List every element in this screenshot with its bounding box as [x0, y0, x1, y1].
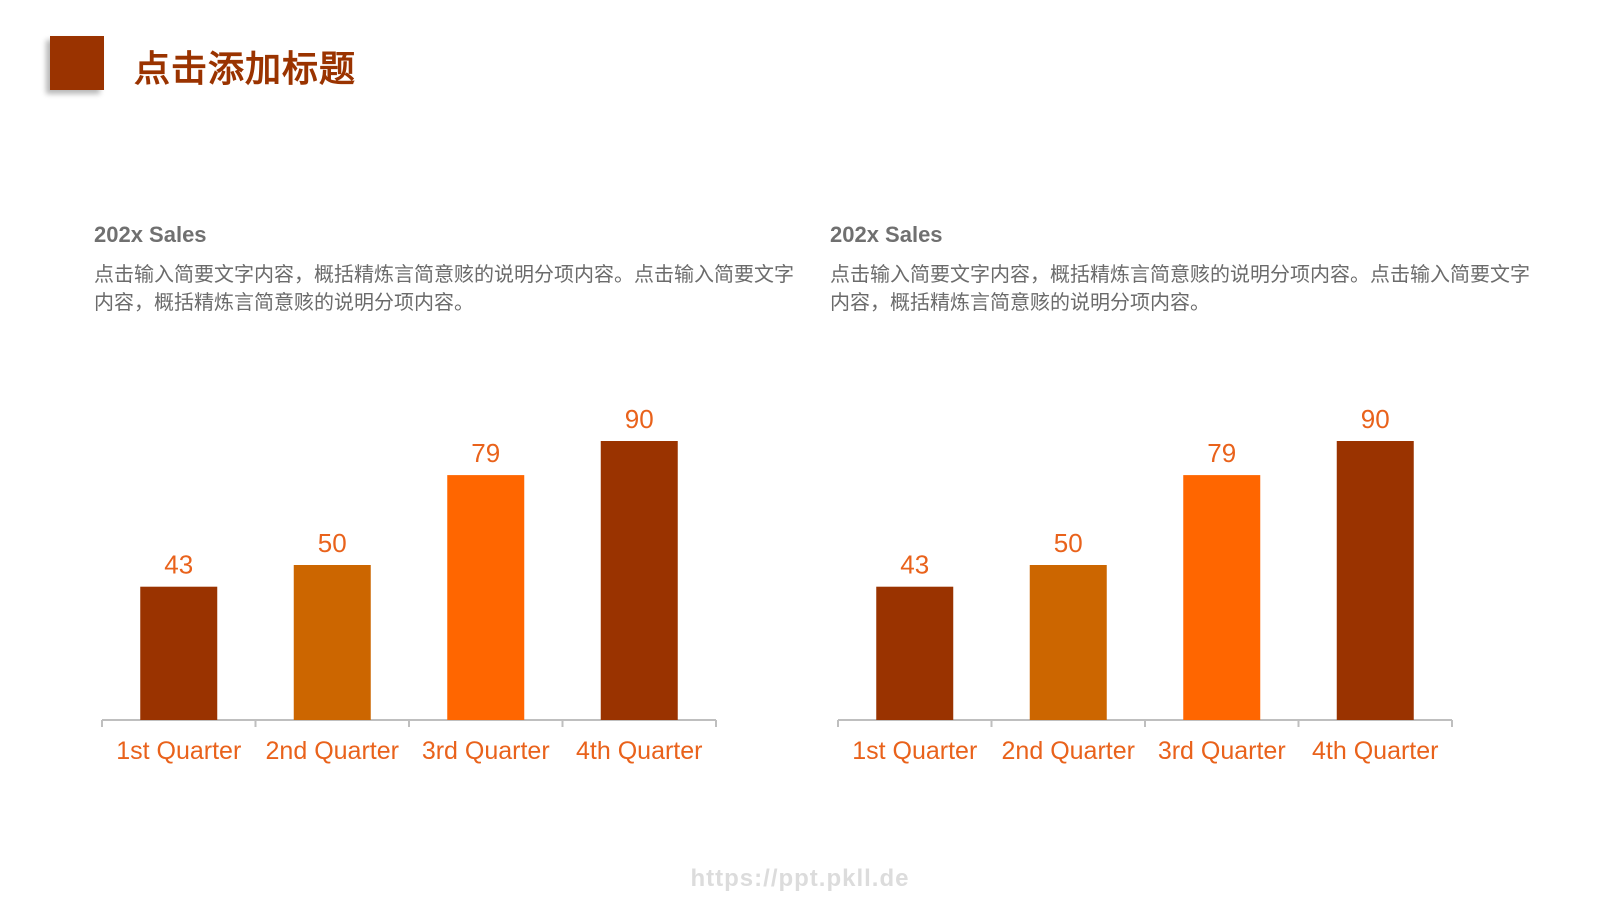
bar-chart: 43 1st Quarter 50 2nd Quarter 79 3rd Quarter 9…	[837, 404, 1453, 765]
x-tick-label: 4th Quarter	[1312, 737, 1438, 765]
data-label: 79	[471, 438, 500, 468]
watermark: https://ppt.pkll.de	[690, 865, 910, 892]
chart-heading[interactable]: 202x Sales	[94, 222, 207, 247]
chart-heading[interactable]: 202x Sales	[830, 222, 943, 247]
data-label: 90	[625, 404, 654, 434]
x-tick-label: 3rd Quarter	[422, 737, 550, 765]
data-label: 50	[1054, 528, 1083, 558]
data-label: 43	[164, 550, 193, 580]
bar[interactable]	[1336, 441, 1414, 720]
chart-panel-left: 202x Sales 点击输入简要文字内容，概括精炼言简意赅的说明分项内容。点击…	[94, 222, 814, 792]
bar[interactable]	[447, 475, 525, 720]
bar[interactable]	[140, 586, 218, 720]
x-tick-label: 3rd Quarter	[1158, 737, 1286, 765]
data-label: 90	[1361, 404, 1390, 434]
bar[interactable]	[1183, 475, 1261, 720]
bar[interactable]	[293, 565, 371, 720]
chart-panel-right: 202x Sales 点击输入简要文字内容，概括精炼言简意赅的说明分项内容。点击…	[830, 222, 1550, 792]
bar[interactable]	[1029, 565, 1107, 720]
x-tick-label: 1st Quarter	[116, 737, 241, 765]
x-tick-label: 4th Quarter	[576, 737, 702, 765]
x-tick-label: 1st Quarter	[852, 737, 977, 765]
bar[interactable]	[876, 586, 954, 720]
page-title[interactable]: 点击添加标题	[134, 49, 357, 90]
bar-chart: 43 1st Quarter 50 2nd Quarter 79 3rd Quarter 9…	[101, 404, 717, 765]
chart-description[interactable]: 点击输入简要文字内容，概括精炼言简意赅的说明分项内容。点击输入简要文字内容，概括…	[94, 262, 794, 314]
chart-description[interactable]: 点击输入简要文字内容，概括精炼言简意赅的说明分项内容。点击输入简要文字内容，概括…	[830, 262, 1530, 314]
data-label: 79	[1207, 438, 1236, 468]
x-tick-label: 2nd Quarter	[1002, 737, 1135, 765]
data-label: 43	[900, 550, 929, 580]
bar[interactable]	[600, 441, 678, 720]
data-label: 50	[318, 528, 347, 558]
title-accent-square	[50, 36, 104, 90]
x-tick-label: 2nd Quarter	[266, 737, 399, 765]
